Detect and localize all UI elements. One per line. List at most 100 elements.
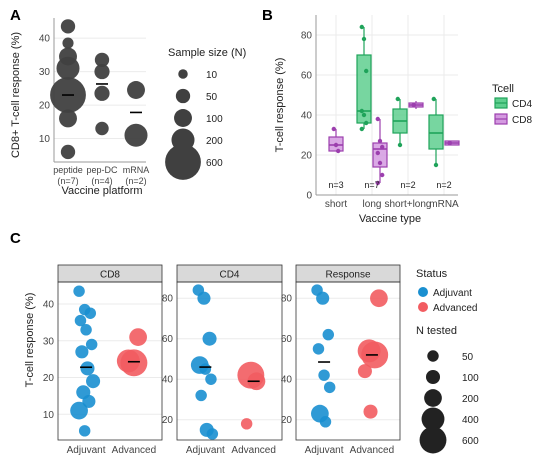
- legend-size-dot: [175, 88, 191, 104]
- data-point: [364, 68, 369, 74]
- panel-b-ylabel: T-cell response (%): [274, 58, 286, 153]
- legend-size-dot: [419, 426, 447, 454]
- x-tick-label: Adjuvant: [67, 445, 106, 456]
- data-point: [199, 363, 212, 375]
- legend-size-label: 50: [206, 92, 218, 103]
- panel-label-b: B: [262, 7, 273, 24]
- data-point: [86, 374, 101, 389]
- x-tick-label: Adjuvant: [305, 445, 344, 456]
- data-point: [336, 148, 341, 154]
- y-tick-label: 30: [43, 336, 55, 347]
- box: [428, 114, 444, 150]
- y-tick-label: 40: [39, 34, 51, 45]
- y-tick-label: 10: [39, 134, 51, 145]
- y-tick-label: 40: [281, 375, 293, 386]
- legend-status-dot: [418, 302, 428, 312]
- data-point: [433, 162, 439, 168]
- y-tick-label: 80: [162, 294, 174, 305]
- data-point: [359, 126, 364, 132]
- count-label: n=3: [328, 180, 343, 190]
- legend-size-dot: [178, 69, 188, 79]
- x-tick-label: peptide: [53, 165, 83, 175]
- data-point: [127, 81, 145, 99]
- data-point: [361, 36, 367, 42]
- data-point: [411, 102, 416, 108]
- data-point: [322, 328, 335, 341]
- data-point: [74, 314, 87, 327]
- data-point: [94, 52, 110, 68]
- x-tick-label: Advanced: [231, 445, 275, 456]
- legend-size-label: 10: [206, 70, 218, 81]
- x-tick-sublabel: (n=2): [125, 176, 146, 186]
- y-tick-label: 80: [281, 294, 293, 305]
- facet-title: CD8: [100, 270, 120, 281]
- data-point: [375, 150, 380, 156]
- data-point: [60, 144, 76, 160]
- data-point: [333, 142, 339, 148]
- data-point: [195, 389, 207, 402]
- count-label: n=7: [364, 180, 379, 190]
- facet-frame: [295, 281, 401, 441]
- y-tick-label: 20: [39, 101, 51, 112]
- facet-title: CD4: [219, 270, 239, 281]
- y-tick-label: 80: [301, 31, 313, 42]
- panel-c-status-title: Status: [416, 268, 448, 280]
- data-point: [363, 404, 378, 419]
- data-point: [447, 140, 452, 146]
- panel-label-c: C: [10, 230, 21, 247]
- data-point: [377, 138, 383, 144]
- legend-size-label: 100: [206, 114, 223, 125]
- data-point: [397, 142, 403, 148]
- data-point: [375, 180, 380, 186]
- y-tick-label: 40: [43, 300, 55, 311]
- x-tick-label: pep-DC: [86, 165, 118, 175]
- data-point: [331, 126, 336, 132]
- legend-label: CD4: [512, 99, 532, 110]
- data-point: [85, 338, 98, 351]
- data-point: [95, 121, 109, 136]
- data-point: [319, 416, 332, 428]
- data-point: [78, 425, 91, 437]
- legend-status-label: Advanced: [433, 303, 477, 314]
- legend-label: CD8: [512, 115, 532, 126]
- data-point: [431, 96, 436, 102]
- y-tick-label: 60: [281, 334, 293, 345]
- data-point: [59, 109, 77, 128]
- panel-a-xlabel: Vaccine platform: [61, 185, 142, 197]
- y-tick-label: 20: [43, 373, 55, 384]
- y-tick-label: 30: [39, 67, 51, 78]
- data-point: [361, 112, 367, 118]
- x-tick-label: Advanced: [350, 445, 394, 456]
- legend-size-label: 400: [462, 415, 479, 426]
- data-point: [323, 381, 336, 394]
- data-point: [380, 172, 385, 178]
- y-tick-label: 10: [43, 410, 55, 421]
- data-point: [205, 373, 217, 385]
- panel-b-xlabel: Vaccine type: [359, 213, 421, 225]
- panel-c-ylabel: T-cell response (%): [24, 293, 36, 388]
- legend-size-label: 200: [462, 394, 479, 405]
- facet-frame: [57, 281, 163, 441]
- data-point: [359, 108, 364, 114]
- facet-title: Response: [325, 270, 370, 281]
- x-tick-label: short+long: [385, 199, 432, 210]
- data-point: [120, 349, 148, 377]
- data-point: [129, 328, 147, 346]
- x-tick-label: Advanced: [112, 445, 156, 456]
- data-point: [202, 331, 217, 346]
- panel-c-chart: T-cell response (%) Status N tested CD8 1…: [24, 264, 479, 456]
- legend-size-label: 100: [462, 373, 479, 384]
- y-tick-label: 20: [301, 151, 313, 162]
- panel-a-ylabel: CD8+ T-cell response (%): [10, 32, 22, 158]
- legend-size-label: 600: [462, 436, 479, 447]
- legend-size-dot: [174, 109, 192, 127]
- data-point: [70, 401, 88, 420]
- data-point: [375, 116, 380, 122]
- data-point: [312, 343, 325, 355]
- data-point: [206, 428, 219, 440]
- panel-label-a: A: [10, 7, 21, 24]
- data-point: [73, 285, 85, 297]
- legend-size-dot: [424, 389, 442, 407]
- count-label: n=2: [436, 180, 451, 190]
